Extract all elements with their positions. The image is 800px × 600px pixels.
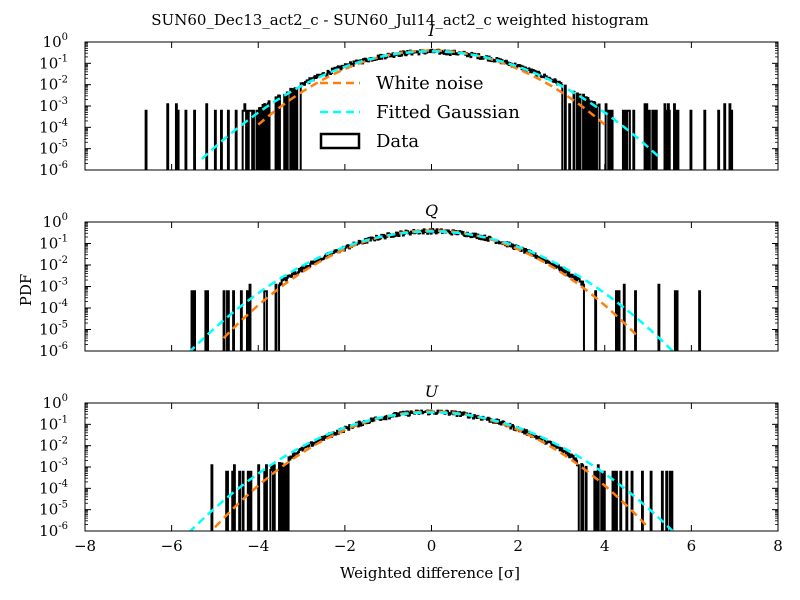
x-ticks: −8 −6 −4 −2 0 2 4 6 8 — [74, 403, 783, 555]
fitted-gaussian-curve — [188, 411, 675, 531]
y-tick-label: 10-3 — [39, 96, 68, 115]
x-tick-label: −4 — [247, 537, 269, 555]
y-tick-label: 10-5 — [39, 500, 68, 519]
y-tick-label: 100 — [43, 32, 68, 51]
data-histogram — [85, 228, 778, 351]
y-tick-label: 10-3 — [39, 277, 68, 296]
y-tick-label: 10-4 — [39, 117, 68, 136]
legend-label: Data — [376, 131, 419, 152]
figure-suptitle: SUN60_Dec13_act2_c - SUN60_Jul14_act2_c … — [151, 11, 648, 29]
panel-i: I 100 10-1 10-2 10-3 10-4 10-5 10-6 — [39, 21, 779, 179]
fitted-gaussian-curve — [201, 50, 662, 160]
legend-item: White noise — [320, 73, 484, 94]
y-tick-label: 100 — [43, 393, 68, 412]
legend-label: Fitted Gaussian — [376, 102, 520, 123]
y-tick-label: 10-3 — [39, 457, 68, 476]
y-tick-label: 10-2 — [39, 436, 68, 455]
panel-title: Q — [425, 201, 438, 220]
y-tick-label: 10-1 — [39, 414, 68, 433]
legend-item: Data — [319, 131, 419, 152]
y-tick-label: 10-2 — [39, 255, 68, 274]
x-tick-label: 6 — [687, 537, 697, 555]
x-tick-label: −8 — [74, 537, 96, 555]
x-tick-label: −6 — [161, 537, 183, 555]
y-tick-label: 10-6 — [39, 341, 68, 360]
data-series — [85, 409, 778, 531]
x-tick-label: −2 — [334, 537, 356, 555]
x-tick-label: 2 — [513, 537, 523, 555]
panel-title: I — [427, 21, 435, 40]
y-tick-label: 10-6 — [39, 521, 68, 540]
y-tick-label: 100 — [43, 212, 68, 231]
y-tick-label: 10-5 — [39, 320, 68, 339]
legend-item: Fitted Gaussian — [320, 102, 520, 123]
fitted-gaussian-curve — [188, 230, 675, 351]
data-histogram — [85, 409, 778, 531]
y-tick-label: 10-5 — [39, 139, 68, 158]
legend-label: White noise — [376, 73, 484, 94]
y-tick-label: 10-2 — [39, 75, 68, 94]
panel-title: U — [425, 382, 439, 401]
white-noise-curve — [257, 49, 606, 126]
data-series — [85, 228, 778, 351]
y-tick-label: 10-1 — [39, 234, 68, 253]
y-tick-label: 10-1 — [39, 53, 68, 72]
y-axis-label: PDF — [17, 274, 35, 307]
white-noise-curve — [222, 229, 641, 340]
x-tick-label: 4 — [600, 537, 610, 555]
panel-q: Q 100 10-1 10-2 10-3 10-4 10-5 10-6 — [39, 201, 779, 360]
x-tick-label: 8 — [773, 537, 783, 555]
panel-u: U −8 −6 −4 −2 0 2 4 6 8 100 10-1 10-2 10-3 10-4 10-5 10-… — [39, 382, 783, 555]
y-tick-label: 10-6 — [39, 160, 68, 179]
y-tick-label: 10-4 — [39, 298, 68, 317]
y-tick-label: 10-4 — [39, 478, 68, 497]
legend-swatch — [319, 132, 361, 150]
axes-frame — [84, 402, 779, 532]
legend: White noise Fitted Gaussian Data — [319, 73, 520, 152]
x-axis-label: Weighted difference [σ] — [340, 564, 520, 582]
x-tick-label: 0 — [427, 537, 437, 555]
